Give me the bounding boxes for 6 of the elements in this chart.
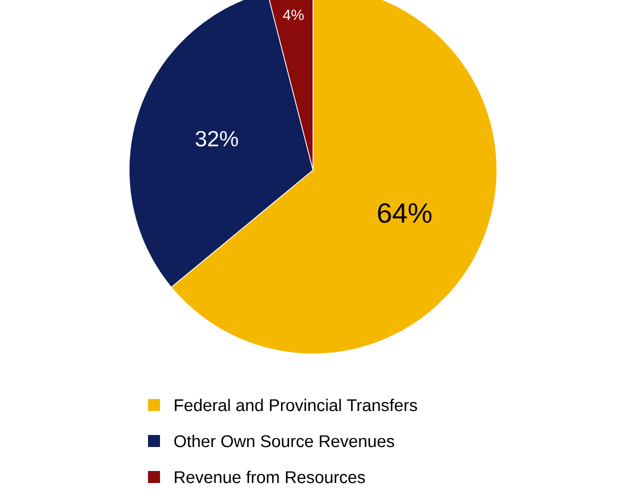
data-label: 4% bbox=[282, 10, 304, 20]
data-label: 32% bbox=[196, 130, 238, 146]
legend-label: Other Own Source Revenues bbox=[174, 434, 394, 448]
legend-label: Revenue from Resources bbox=[174, 470, 365, 484]
legend-label: Federal and Provincial Transfers bbox=[174, 398, 417, 412]
data-label: 64% bbox=[378, 203, 432, 223]
